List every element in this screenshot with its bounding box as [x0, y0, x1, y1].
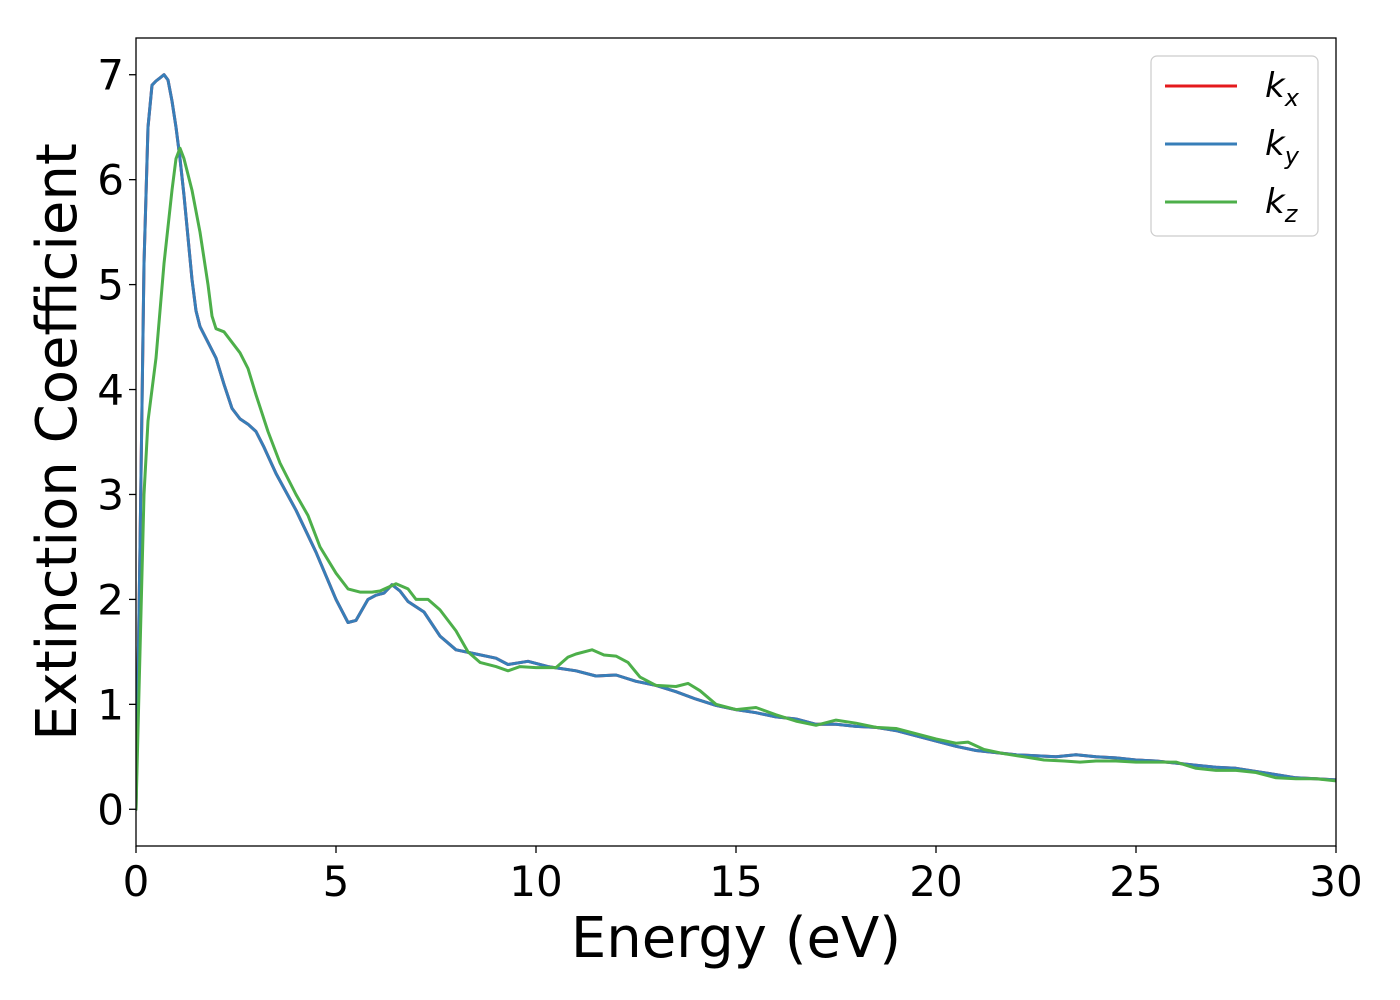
x-tick-label: 20 [909, 857, 962, 906]
x-tick-label: 10 [509, 857, 562, 906]
y-tick-label: 3 [97, 470, 124, 519]
x-tick-label: 5 [323, 857, 350, 906]
x-tick-label: 15 [709, 857, 762, 906]
y-axis-label: Extinction Coefficient [25, 143, 90, 741]
y-axis: 0 1 2 3 4 5 6 7 [97, 51, 136, 834]
y-tick-label: 4 [97, 366, 124, 415]
x-tick-label: 25 [1109, 857, 1162, 906]
series-line-kz [136, 146, 1336, 811]
y-tick-label: 5 [97, 261, 124, 310]
y-tick-label: 1 [97, 680, 124, 729]
x-axis-label: Energy (eV) [571, 906, 901, 971]
y-tick-label: 6 [97, 156, 124, 205]
y-tick-label: 7 [97, 51, 124, 100]
series-layer [136, 73, 1336, 811]
x-tick-label: 0 [123, 857, 150, 906]
legend-box [1150, 55, 1319, 237]
series-line-ky [136, 73, 1336, 811]
x-tick-label: 30 [1309, 857, 1362, 906]
y-tick-label: 2 [97, 575, 124, 624]
y-tick-label: 0 [97, 785, 124, 834]
x-axis: 0 5 10 15 20 25 30 [123, 846, 1363, 906]
